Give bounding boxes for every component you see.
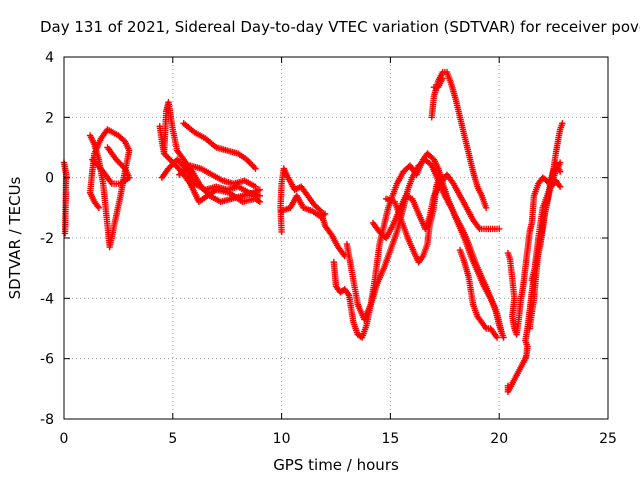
y-tick-label: -6 — [40, 352, 54, 368]
data-point — [556, 168, 564, 175]
data-point — [95, 204, 103, 212]
data-point — [104, 144, 111, 151]
data-point — [437, 171, 444, 178]
y-tick-label: -4 — [40, 291, 54, 307]
y-tick-label: 2 — [45, 110, 54, 126]
data-point — [493, 334, 501, 341]
x-tick-label: 20 — [490, 431, 508, 447]
y-tick-label: -8 — [40, 412, 54, 428]
data-point — [252, 165, 259, 172]
data-point — [321, 210, 329, 218]
x-tick-label: 25 — [599, 431, 617, 447]
data-point — [252, 183, 259, 190]
data-point — [439, 74, 446, 82]
axis-ticks: 0 5 10 15 20 25 -8 -6 -4 -2 0 2 4 — [40, 50, 617, 447]
data-point — [482, 204, 490, 212]
x-tick-label: 10 — [273, 431, 291, 447]
data-point — [500, 334, 507, 341]
x-tick-label: 5 — [168, 431, 177, 447]
data-point — [496, 225, 503, 233]
chart-title: Day 131 of 2021, Sidereal Day-to-day VTE… — [40, 18, 640, 36]
data-point — [559, 120, 566, 127]
data-marks — [60, 68, 566, 396]
y-tick-label: 4 — [45, 50, 54, 66]
x-tick-label: 0 — [60, 431, 69, 447]
data-point — [556, 183, 564, 190]
y-tick-label: -2 — [40, 231, 54, 247]
data-point — [256, 192, 264, 199]
y-tick-label: 0 — [45, 171, 54, 187]
x-tick-label: 15 — [381, 431, 399, 447]
data-point — [256, 198, 264, 205]
data-point — [256, 186, 264, 193]
data-point — [61, 230, 69, 237]
x-axis-label: GPS time / hours — [273, 456, 399, 474]
data-point — [498, 328, 505, 335]
y-axis-label: SDTVAR / TECUs — [6, 176, 24, 299]
